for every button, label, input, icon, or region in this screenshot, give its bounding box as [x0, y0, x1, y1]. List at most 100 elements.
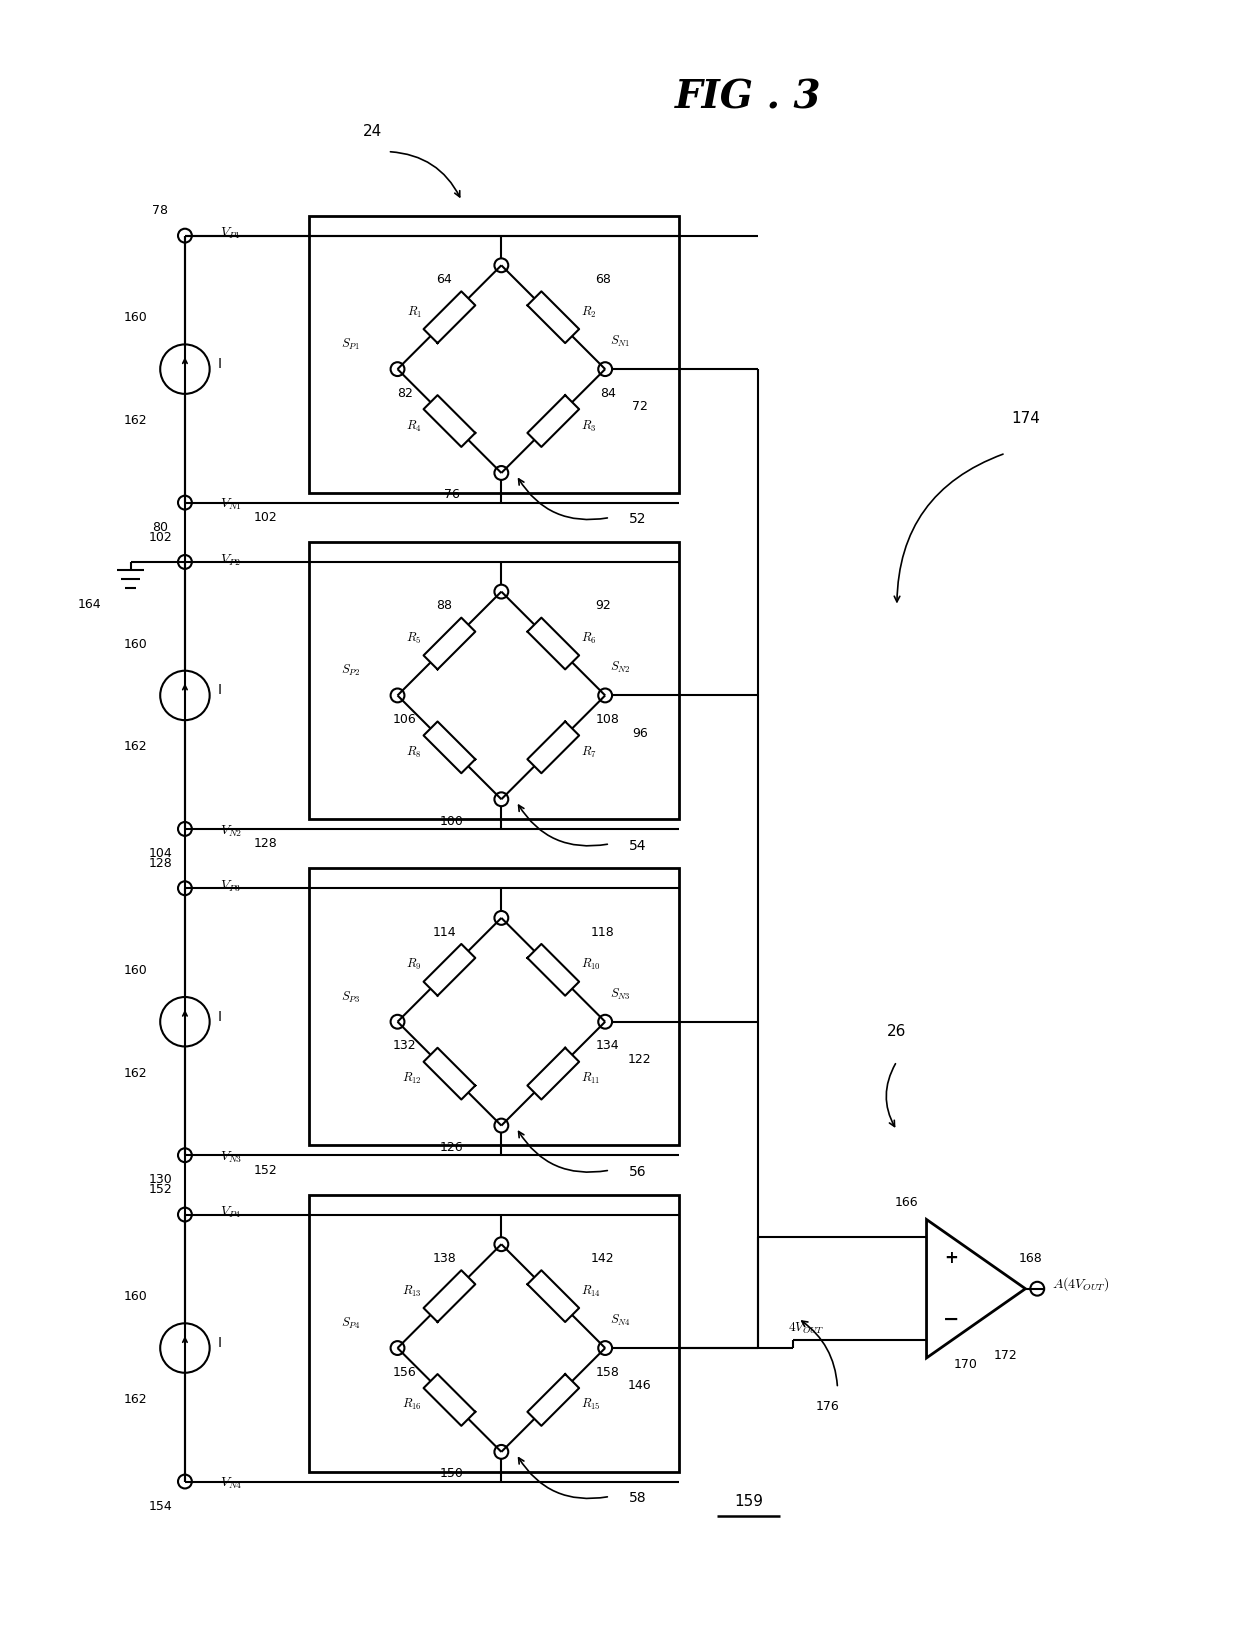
Text: 168: 168 [1018, 1251, 1043, 1264]
Text: 76: 76 [444, 488, 460, 501]
Text: 134: 134 [596, 1039, 620, 1052]
Text: 118: 118 [590, 926, 615, 939]
Text: 160: 160 [124, 311, 148, 324]
Text: 162: 162 [124, 414, 148, 427]
Text: $R_2$: $R_2$ [582, 304, 596, 321]
Text: 122: 122 [627, 1052, 651, 1065]
Text: I: I [217, 1337, 222, 1350]
Text: 96: 96 [632, 727, 647, 740]
Text: $R_{13}$: $R_{13}$ [402, 1284, 422, 1299]
Text: $S_{P1}$: $S_{P1}$ [341, 337, 360, 352]
Bar [309, 1195, 680, 1471]
Text: 160: 160 [124, 963, 148, 977]
Text: 150: 150 [440, 1466, 464, 1480]
Text: $4V_{OUT}$: $4V_{OUT}$ [789, 1320, 825, 1337]
Text: 160: 160 [124, 638, 148, 651]
Text: $R_9$: $R_9$ [407, 957, 422, 973]
Text: 138: 138 [433, 1253, 456, 1264]
Text: $R_3$: $R_3$ [582, 419, 596, 434]
Text: 162: 162 [124, 740, 148, 753]
Text: 64: 64 [436, 273, 453, 286]
Text: $R_4$: $R_4$ [407, 419, 422, 434]
Text: I: I [217, 357, 222, 372]
Text: +: + [945, 1249, 959, 1268]
Text: 92: 92 [595, 600, 610, 613]
Text: $V_{N4}$: $V_{N4}$ [219, 1476, 242, 1491]
Text: 142: 142 [591, 1253, 615, 1264]
Text: 174: 174 [1011, 411, 1040, 426]
Text: $R_{15}$: $R_{15}$ [582, 1397, 600, 1412]
Text: 100: 100 [440, 814, 464, 827]
Bar [309, 868, 680, 1146]
Text: 114: 114 [433, 926, 456, 939]
Text: $R_5$: $R_5$ [407, 631, 422, 646]
Text: $V_{P1}$: $V_{P1}$ [219, 225, 241, 242]
Text: $R_{12}$: $R_{12}$ [402, 1070, 422, 1087]
Text: 128: 128 [149, 857, 172, 870]
Text: 146: 146 [627, 1379, 651, 1392]
Text: 78: 78 [153, 204, 169, 217]
Text: $V_{P2}$: $V_{P2}$ [219, 552, 241, 567]
Text: $S_{P4}$: $S_{P4}$ [341, 1315, 360, 1332]
Text: 172: 172 [993, 1348, 1018, 1361]
Text: 159: 159 [734, 1494, 763, 1509]
Text: 24: 24 [363, 125, 382, 140]
Text: $R_{14}$: $R_{14}$ [582, 1284, 601, 1299]
Text: $S_{N3}$: $S_{N3}$ [610, 986, 631, 1001]
Text: 152: 152 [149, 1184, 172, 1197]
Text: $V_{N3}$: $V_{N3}$ [219, 1149, 242, 1166]
Text: $R_1$: $R_1$ [407, 304, 422, 321]
Text: $S_{N1}$: $S_{N1}$ [610, 334, 630, 349]
Text: $R_6$: $R_6$ [582, 631, 596, 646]
Text: 88: 88 [436, 600, 453, 613]
Text: 176: 176 [816, 1401, 839, 1412]
Text: 52: 52 [629, 513, 646, 526]
Text: 158: 158 [595, 1366, 620, 1379]
Text: 170: 170 [954, 1358, 978, 1371]
Text: $V_{P4}$: $V_{P4}$ [219, 1205, 241, 1220]
Text: $R_7$: $R_7$ [582, 745, 596, 760]
Text: 84: 84 [600, 386, 615, 399]
Text: 26: 26 [887, 1024, 906, 1039]
Text: 72: 72 [632, 399, 647, 413]
Text: 154: 154 [149, 1499, 172, 1512]
Text: 128: 128 [254, 837, 278, 850]
Text: $A(4V_{OUT})$: $A(4V_{OUT})$ [1052, 1274, 1110, 1292]
Bar [309, 215, 680, 493]
Text: 166: 166 [895, 1197, 919, 1210]
Text: 162: 162 [124, 1067, 148, 1080]
Text: $V_{P3}$: $V_{P3}$ [219, 878, 241, 894]
Text: 152: 152 [254, 1164, 278, 1177]
Text: 160: 160 [124, 1291, 148, 1304]
Text: 126: 126 [440, 1141, 464, 1154]
Text: $R_{11}$: $R_{11}$ [582, 1070, 600, 1087]
Text: 56: 56 [629, 1166, 646, 1179]
Text: 54: 54 [629, 838, 646, 853]
Text: −: − [944, 1310, 960, 1328]
Text: 102: 102 [254, 511, 278, 524]
Text: 130: 130 [149, 1174, 172, 1187]
Text: $V_{N1}$: $V_{N1}$ [219, 496, 242, 513]
Text: 68: 68 [595, 273, 610, 286]
Text: I: I [217, 1009, 222, 1024]
Bar [309, 543, 680, 819]
Text: 132: 132 [393, 1039, 417, 1052]
Text: 108: 108 [595, 713, 620, 727]
Text: $S_{P3}$: $S_{P3}$ [341, 990, 360, 1004]
Text: 58: 58 [629, 1491, 646, 1506]
Text: 164: 164 [77, 598, 100, 612]
Text: 156: 156 [393, 1366, 417, 1379]
Text: FIG . 3: FIG . 3 [676, 79, 822, 117]
Text: $S_{P2}$: $S_{P2}$ [341, 663, 360, 679]
Text: 104: 104 [149, 847, 172, 860]
Text: $R_8$: $R_8$ [407, 745, 422, 760]
Text: 162: 162 [124, 1392, 148, 1406]
Text: 106: 106 [393, 713, 417, 727]
Text: $R_{16}$: $R_{16}$ [402, 1397, 422, 1412]
Text: $R_{10}$: $R_{10}$ [582, 957, 601, 973]
Text: $S_{N4}$: $S_{N4}$ [610, 1314, 631, 1328]
Text: 80: 80 [153, 521, 169, 534]
Text: I: I [217, 684, 222, 697]
Text: 102: 102 [149, 531, 172, 544]
Text: $V_{N2}$: $V_{N2}$ [219, 824, 242, 838]
